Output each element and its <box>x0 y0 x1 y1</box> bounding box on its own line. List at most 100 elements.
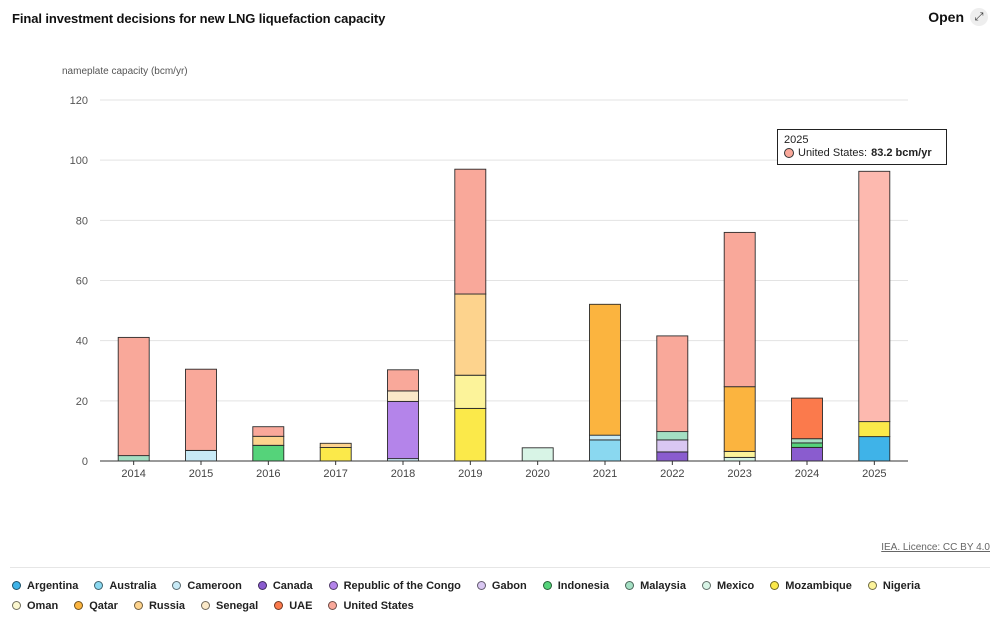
bar-segment <box>791 438 823 444</box>
chart-title: Final investment decisions for new LNG l… <box>12 11 386 26</box>
legend-swatch <box>625 581 635 590</box>
y-tick-label: 0 <box>82 456 88 468</box>
x-tick-label: 2020 <box>525 468 549 480</box>
legend-swatch <box>12 601 21 610</box>
legend-item[interactable]: Malaysia <box>625 578 686 593</box>
legend-swatch <box>201 601 211 610</box>
bar-segment <box>185 450 217 462</box>
bar-segment <box>387 390 419 402</box>
open-button[interactable]: Open ⤢ <box>928 8 988 26</box>
y-tick-label: 80 <box>76 215 88 227</box>
legend-item[interactable]: Argentina <box>12 578 78 593</box>
y-tick-label: 20 <box>76 396 88 408</box>
legend-item[interactable]: Republic of the Congo <box>328 578 461 593</box>
bar-segment <box>723 231 756 388</box>
bar-segment <box>589 439 621 462</box>
legend-label: Malaysia <box>640 579 686 592</box>
y-tick-label: 60 <box>76 276 88 288</box>
bar-segment <box>589 303 621 436</box>
legend-label: Mexico <box>716 579 755 592</box>
legend-label: United States <box>343 599 414 612</box>
legend-label: Oman <box>27 599 59 612</box>
legend-swatch <box>94 581 104 590</box>
legend-item[interactable]: Australia <box>94 578 156 593</box>
bar-segment <box>454 407 487 462</box>
legend-item[interactable]: Mexico <box>701 578 755 593</box>
legend-label: Mozambique <box>785 579 852 592</box>
legend-label: Indonesia <box>557 579 610 592</box>
legend-swatch <box>172 581 182 590</box>
bar-segment <box>252 444 285 462</box>
legend-label: Gabon <box>491 579 527 592</box>
bar-segment <box>252 426 285 437</box>
legend-item[interactable]: Cameroon <box>172 578 242 593</box>
legend-item[interactable]: Mozambique <box>770 578 852 593</box>
legend-swatch <box>770 581 780 590</box>
legend-divider <box>10 567 990 568</box>
open-button-label: Open <box>928 9 964 25</box>
bar-segment <box>387 369 419 392</box>
bar-segment <box>656 335 689 433</box>
tooltip-value: 83.2 bcm/yr <box>871 147 932 159</box>
bar-segment <box>521 447 554 462</box>
bar-segment <box>791 442 823 448</box>
legend-swatch <box>328 601 338 610</box>
legend-swatch <box>701 581 711 590</box>
bar-segment <box>454 374 487 409</box>
legend-item[interactable]: Canada <box>257 578 313 593</box>
x-tick-label: 2025 <box>862 468 886 480</box>
x-tick-label: 2014 <box>121 468 145 480</box>
legend-label: Nigeria <box>882 579 921 592</box>
legend-swatch <box>12 581 21 590</box>
bar-segment <box>656 439 689 453</box>
legend-label: UAE <box>289 599 313 612</box>
legend-label: Cameroon <box>187 579 242 592</box>
bar-segment <box>656 431 689 441</box>
bar-segment <box>185 368 217 451</box>
legend-swatch <box>867 581 877 590</box>
legend-label: Canada <box>272 579 313 592</box>
legend-item[interactable]: Senegal <box>201 598 258 613</box>
bar-segment <box>589 434 621 441</box>
legend-swatch <box>476 581 486 590</box>
source-link[interactable]: IEA. Licence: CC BY 4.0 <box>881 542 990 553</box>
legend-swatch <box>328 581 338 590</box>
tooltip-year: 2025 <box>784 134 809 146</box>
bar-segment <box>723 450 756 458</box>
bar-segment <box>858 421 891 438</box>
x-tick-label: 2023 <box>727 468 751 480</box>
tooltip-series-dot <box>784 148 794 158</box>
x-tick-label: 2016 <box>256 468 280 480</box>
bar-segment <box>723 386 756 452</box>
bar-segment <box>387 400 419 460</box>
bar-segment <box>454 293 487 376</box>
bar-segment <box>252 435 285 446</box>
x-tick-label: 2022 <box>660 468 684 480</box>
legend-swatch <box>257 581 267 590</box>
legend-item[interactable]: United States <box>328 598 414 613</box>
bar-segment <box>656 451 689 462</box>
bar-segment <box>319 447 352 462</box>
legend-label: Senegal <box>216 599 259 612</box>
chart-tooltip: 2025 United States: 83.2 bcm/yr <box>777 129 947 165</box>
legend-label: Russia <box>148 599 186 612</box>
legend-label: Australia <box>109 579 157 592</box>
bar-segment <box>319 442 352 448</box>
legend-item[interactable]: Gabon <box>476 578 527 593</box>
y-axis-label: nameplate capacity (bcm/yr) <box>62 66 188 77</box>
legend-swatch <box>74 601 84 610</box>
legend-item[interactable]: Nigeria <box>867 578 921 593</box>
legend-item[interactable]: Oman <box>12 598 58 613</box>
bar-segment <box>858 170 891 423</box>
legend-item[interactable]: Russia <box>133 598 186 613</box>
legend-item[interactable]: Indonesia <box>542 578 610 593</box>
legend-item[interactable]: Qatar <box>74 598 118 613</box>
legend-item[interactable]: UAE <box>274 598 312 613</box>
legend-swatch <box>133 601 143 610</box>
x-tick-label: 2015 <box>189 468 213 480</box>
bar-segment <box>117 336 150 457</box>
legend-label: Republic of the Congo <box>343 579 461 592</box>
x-tick-label: 2018 <box>391 468 415 480</box>
y-tick-label: 100 <box>70 155 88 167</box>
legend-swatch <box>542 581 552 590</box>
